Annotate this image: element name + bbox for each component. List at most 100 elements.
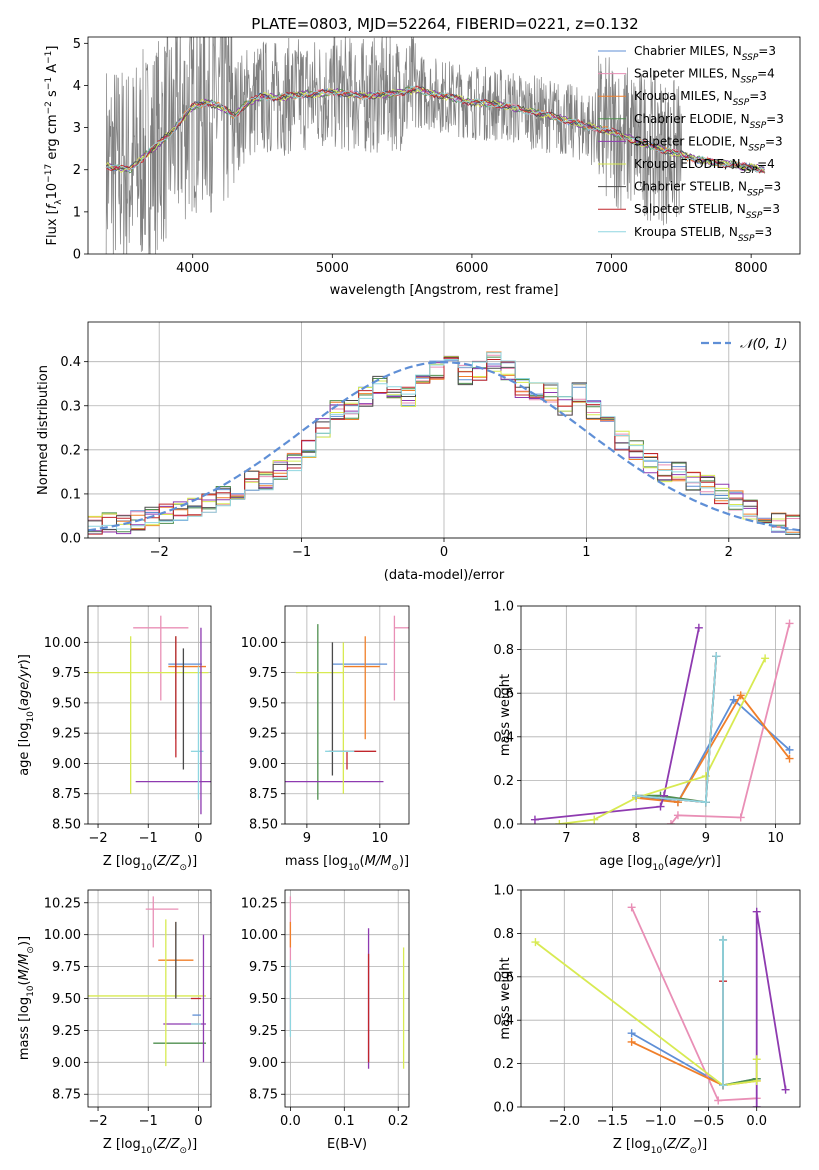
y-tick-label: 0.1 [60,487,81,502]
y-axis-label-part: Flux [ [45,209,60,245]
x-tick-label: −2 [88,831,107,846]
legend-label: Salpeter ELODIE, NSSP=3 [634,134,783,153]
mass-weight-marker [781,1085,790,1094]
mass-weight-marker [752,1055,761,1064]
x-tick-label: 0.0 [746,1114,767,1129]
y-axis-label-part: −2 [44,101,54,114]
y-axis-label-part: f [45,202,60,209]
y-axis-label-part: M/M [17,954,32,981]
legend-label: Chabrier ELODIE, NSSP=3 [634,112,784,131]
x-tick-label: 5000 [316,261,349,276]
model-spectrum-line [105,85,765,172]
y-tick-label: 0.2 [493,774,514,789]
legend-label: Salpeter STELIB, NSSP=3 [634,202,780,221]
panel-age-vs-Z: −2 −1 0 8.50 8.75 9.00 9.25 9.50 9.75 10.00 Z [log… [17,605,212,873]
observed-spectrum-line [105,37,766,254]
plot-area [88,615,211,815]
legend-label-part: Chabrier STELIB, N [634,180,747,194]
mass-weight-marker [729,695,738,704]
x-tick-label: 1 [582,545,590,560]
y-axis-label-part: ] [45,46,60,51]
y-tick-label: 0.3 [60,399,81,414]
y-tick-label: 9.50 [249,696,278,711]
legend-label-part: Kroupa ELODIE, N [634,157,741,171]
x-axis-label: age [log10(age/yr)] [599,854,721,873]
x-tick-label: −1 [292,545,311,560]
y-tick-label: 10.00 [241,636,278,651]
y-tick-label: 8.75 [249,1088,278,1103]
legend-label-part: Salpeter ELODIE, N [634,134,748,148]
x-tick-label: 7 [562,831,570,846]
mass-weight-marker [752,1076,761,1085]
y-axis-label-part: mass [log [17,997,32,1060]
legend-label-part: SSP [746,211,763,221]
panel-mass-vs-EBV: 0.0 0.1 0.2 8.75 9.00 9.25 9.50 9.75 10.00 10.25 E… [241,889,410,1152]
x-tick-label: 0 [194,1114,202,1129]
x-axis-label-part: )] [187,1137,197,1152]
mass-weight-marker [656,802,665,811]
y-axis-label: Normed distribution [36,365,51,495]
y-tick-label: 8.75 [52,787,81,802]
mass-weight-marker [785,619,794,628]
y-axis-label-part: −1 [44,51,54,64]
mass-weight-marker [694,623,703,632]
y-tick-label: 9.25 [249,727,278,742]
mass-weight-line [670,623,791,824]
y-tick-label: 10.00 [44,636,81,651]
x-axis-label-part: )] [187,854,197,869]
y-axis-label: age [log10(age/yr)] [17,654,36,776]
x-axis-label-part: 10 [652,863,664,873]
x-tick-label: 6000 [455,261,488,276]
mass-weight-marker [714,1096,723,1105]
y-tick-label: 0.4 [60,355,81,370]
x-tick-label: 0.1 [334,1114,355,1129]
y-tick-label: 8.50 [249,818,278,833]
legend-label-part: =3 [765,134,783,148]
y-axis-label: mass [log10(M/M⊙)] [17,936,36,1060]
x-axis-label-part: )] [711,854,721,869]
legend-label-part: SSP [738,234,755,244]
y-axis-label-part: 10 [26,985,36,997]
x-tick-label: −1 [139,831,158,846]
mass-weight-marker [752,907,761,916]
legend: 𝒩(0, 1) [701,337,787,352]
legend-label-part: SSP [741,166,758,176]
x-axis-label-part: ⊙ [179,863,187,873]
y-axis-label: mass weight [498,957,513,1039]
y-tick-label: 0.8 [493,643,514,658]
plot-area [531,903,790,1107]
x-tick-label: −1 [139,1114,158,1129]
mass-weight-marker [712,652,721,661]
y-tick-label: 9.00 [52,1056,81,1071]
legend-label: Salpeter MILES, NSSP=4 [634,67,775,86]
y-tick-label: 10.25 [241,896,278,911]
legend-label: 𝒩(0, 1) [740,337,787,352]
y-axis-label-part: ⊙ [26,946,36,954]
y-tick-label: 0 [73,248,81,263]
mass-weight-marker [555,820,564,824]
mass-weight-marker [627,1029,636,1038]
legend-label: Kroupa MILES, NSSP=3 [634,89,767,108]
y-tick-label: 2 [73,163,81,178]
y-tick-label: 10.25 [44,896,81,911]
legend-label-part: =3 [749,89,767,103]
y-tick-label: 0.6 [493,687,514,702]
y-tick-label: 0.0 [493,1101,514,1116]
legend: Chabrier MILES, NSSP=3 Salpeter MILES, NS… [598,44,784,244]
y-tick-label: 9.50 [52,696,81,711]
legend-label: Chabrier MILES, NSSP=3 [634,44,776,63]
x-axis-label: (data-model)/error [384,568,505,583]
legend-label-part: =4 [757,67,775,81]
y-tick-label: 9.75 [52,960,81,975]
plot-area [289,896,405,1069]
y-tick-label: 0.4 [493,1014,514,1029]
legend-label-part: SSP [742,53,759,63]
x-tick-label: 0 [194,831,202,846]
x-axis-label-part: age/yr [669,854,712,869]
x-axis-label-part: mass [log [285,854,348,869]
y-axis-label-part: )] [17,654,32,664]
plot-area [88,896,206,1067]
mass-weight-marker [736,813,745,822]
y-tick-label: 9.00 [52,757,81,772]
